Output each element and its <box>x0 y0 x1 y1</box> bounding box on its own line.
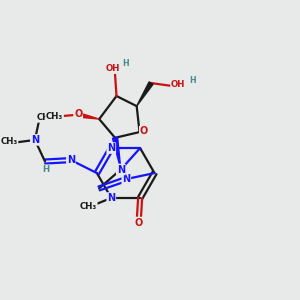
Text: N: N <box>117 164 125 175</box>
Text: H: H <box>43 165 50 174</box>
Text: N: N <box>107 193 115 203</box>
Text: OH: OH <box>106 64 120 73</box>
Polygon shape <box>137 82 153 106</box>
Polygon shape <box>112 137 121 170</box>
Text: H: H <box>122 59 128 68</box>
Text: O: O <box>140 127 148 136</box>
Polygon shape <box>77 112 99 119</box>
Text: N: N <box>67 155 75 165</box>
Text: N: N <box>122 174 130 184</box>
Text: CH₃: CH₃ <box>0 137 18 146</box>
Text: OH: OH <box>171 80 185 89</box>
Text: H: H <box>189 76 196 85</box>
Text: CH₃: CH₃ <box>80 202 97 211</box>
Text: O: O <box>74 109 82 119</box>
Text: N: N <box>31 135 39 145</box>
Text: CH₃: CH₃ <box>46 112 63 121</box>
Text: O: O <box>134 218 143 227</box>
Text: CH₃: CH₃ <box>36 113 54 122</box>
Text: N: N <box>107 143 115 153</box>
